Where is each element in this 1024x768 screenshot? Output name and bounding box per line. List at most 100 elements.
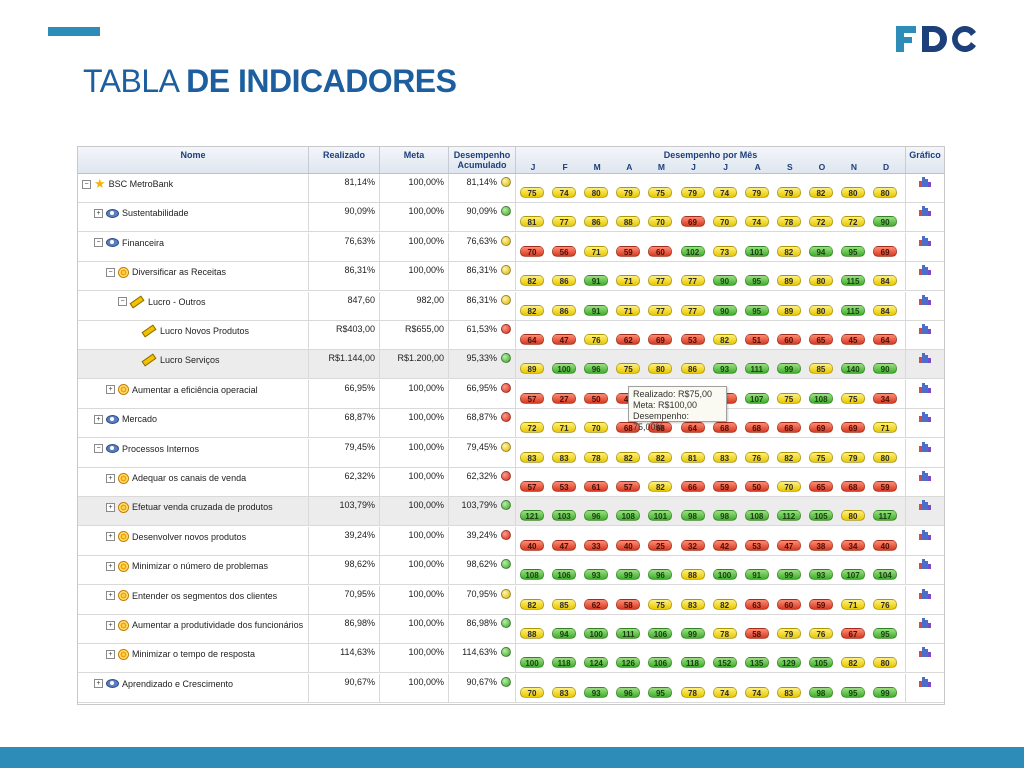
- month-value-pill[interactable]: 79: [841, 451, 865, 463]
- month-value-pill[interactable]: 108: [520, 569, 544, 581]
- month-value-pill[interactable]: 76: [873, 598, 898, 610]
- month-value-pill[interactable]: 69: [841, 422, 865, 434]
- table-row[interactable]: + Mercado 68,87% 100,00% 68,87% 72 71 70 68 68 64 6…: [78, 409, 944, 439]
- month-value-pill[interactable]: 62: [616, 334, 641, 345]
- month-value-pill[interactable]: 98: [680, 510, 705, 522]
- month-value-pill[interactable]: 56: [552, 245, 577, 257]
- table-row[interactable]: − Diversificar as Receitas 86,31% 100,00% 86…: [78, 262, 944, 292]
- month-value-pill[interactable]: 53: [552, 481, 577, 492]
- month-value-pill[interactable]: 115: [841, 275, 865, 287]
- month-value-pill[interactable]: 84: [873, 275, 898, 287]
- month-value-pill[interactable]: 99: [776, 569, 801, 581]
- month-value-pill[interactable]: 80: [808, 275, 833, 287]
- month-value-pill[interactable]: 82: [616, 451, 641, 463]
- month-value-pill[interactable]: 45: [841, 334, 865, 345]
- month-value-pill[interactable]: 69: [680, 216, 705, 228]
- row-name[interactable]: Entender os segmentos dos clientes: [132, 590, 278, 601]
- row-name[interactable]: Aumentar a produtividade dos funcionário…: [132, 620, 304, 630]
- table-row[interactable]: − Lucro - Outros 847,60 982,00 86,31% 82 86 91 7…: [78, 291, 944, 321]
- month-value-pill[interactable]: 89: [776, 304, 801, 316]
- month-value-pill[interactable]: 102: [680, 245, 705, 257]
- bar-chart-icon[interactable]: [919, 382, 931, 393]
- row-name[interactable]: Minimizar o tempo de resposta: [132, 649, 256, 660]
- month-value-pill[interactable]: 95: [648, 686, 673, 698]
- month-value-pill[interactable]: 82: [648, 451, 673, 463]
- month-value-pill[interactable]: 69: [648, 334, 673, 345]
- month-value-pill[interactable]: 93: [584, 686, 609, 698]
- month-value-pill[interactable]: 93: [808, 569, 833, 581]
- bar-chart-icon[interactable]: [919, 294, 931, 305]
- month-value-pill[interactable]: 111: [744, 363, 769, 375]
- bar-chart-icon[interactable]: [919, 500, 931, 511]
- month-value-pill[interactable]: 90: [712, 304, 737, 316]
- month-value-pill[interactable]: 64: [873, 334, 898, 345]
- month-value-pill[interactable]: 68: [776, 422, 801, 434]
- month-value-pill[interactable]: 88: [680, 569, 705, 581]
- month-value-pill[interactable]: 77: [648, 304, 673, 316]
- table-row[interactable]: + Efetuar venda cruzada de produtos 103,79…: [78, 497, 944, 527]
- month-value-pill[interactable]: 96: [584, 510, 609, 522]
- month-value-pill[interactable]: 108: [808, 392, 833, 404]
- month-value-pill[interactable]: 40: [616, 539, 641, 551]
- month-value-pill[interactable]: 86: [552, 304, 577, 316]
- month-value-pill[interactable]: 69: [873, 245, 898, 257]
- month-value-pill[interactable]: 59: [808, 598, 833, 610]
- month-value-pill[interactable]: 89: [776, 275, 801, 287]
- month-value-pill[interactable]: 99: [680, 628, 705, 639]
- month-value-pill[interactable]: 38: [808, 539, 833, 551]
- month-value-pill[interactable]: 63: [744, 598, 769, 610]
- month-value-pill[interactable]: 96: [648, 569, 673, 581]
- month-value-pill[interactable]: 95: [873, 628, 898, 639]
- month-value-pill[interactable]: 72: [520, 422, 544, 434]
- expand-toggle-icon[interactable]: +: [94, 208, 103, 218]
- month-value-pill[interactable]: 78: [680, 686, 705, 698]
- month-value-pill[interactable]: 100: [712, 569, 737, 581]
- month-value-pill[interactable]: 75: [808, 451, 833, 463]
- month-value-pill[interactable]: 79: [616, 187, 641, 198]
- month-value-pill[interactable]: 94: [808, 245, 833, 257]
- expand-toggle-icon[interactable]: +: [106, 502, 115, 512]
- month-value-pill[interactable]: 77: [680, 275, 705, 287]
- month-value-pill[interactable]: 77: [680, 304, 705, 316]
- month-value-pill[interactable]: 85: [552, 598, 577, 610]
- month-value-pill[interactable]: 108: [616, 510, 641, 522]
- month-value-pill[interactable]: 101: [648, 510, 673, 522]
- row-name[interactable]: Diversificar as Receitas: [132, 267, 227, 278]
- month-value-pill[interactable]: 93: [712, 363, 737, 375]
- month-value-pill[interactable]: 34: [841, 539, 865, 551]
- expand-toggle-icon[interactable]: +: [106, 473, 115, 483]
- table-row[interactable]: Lucro Novos Produtos R$403,00 R$655,00 61,5…: [78, 321, 944, 350]
- row-name[interactable]: Aprendizado e Crescimento: [122, 678, 234, 689]
- table-row[interactable]: Lucro Serviços R$1.144,00 R$1.200,00 95,33%…: [78, 350, 944, 380]
- month-value-pill[interactable]: 82: [776, 451, 801, 463]
- month-value-pill[interactable]: 96: [584, 363, 609, 375]
- month-value-pill[interactable]: 107: [744, 392, 769, 404]
- month-value-pill[interactable]: 100: [552, 363, 577, 375]
- expand-toggle-icon[interactable]: −: [94, 238, 103, 248]
- month-value-pill[interactable]: 51: [744, 334, 769, 345]
- row-name[interactable]: Adequar os canais de venda: [132, 473, 247, 483]
- row-name[interactable]: Processos Internos: [122, 443, 200, 454]
- month-value-pill[interactable]: 83: [552, 451, 577, 463]
- month-value-pill[interactable]: 115: [841, 304, 865, 316]
- month-value-pill[interactable]: 85: [808, 363, 833, 375]
- bar-chart-icon[interactable]: [919, 353, 931, 364]
- table-row[interactable]: + Adequar os canais de venda 62,32% 100,00%…: [78, 468, 944, 497]
- col-desempenho-acumulado[interactable]: Desempenho Acumulado: [449, 147, 516, 173]
- month-value-pill[interactable]: 79: [680, 187, 705, 198]
- month-value-pill[interactable]: 27: [552, 392, 577, 404]
- bar-chart-icon[interactable]: [919, 265, 931, 276]
- month-value-pill[interactable]: 71: [616, 304, 641, 316]
- month-value-pill[interactable]: 64: [680, 422, 705, 434]
- table-row[interactable]: − ★ BSC MetroBank 81,14% 100,00% 81,14% 75 74 80…: [78, 174, 944, 203]
- month-value-pill[interactable]: 75: [616, 363, 641, 375]
- month-value-pill[interactable]: 80: [808, 304, 833, 316]
- col-meta[interactable]: Meta: [380, 147, 449, 173]
- month-value-pill[interactable]: 112: [776, 510, 801, 522]
- month-value-pill[interactable]: 47: [552, 334, 577, 345]
- month-value-pill[interactable]: 72: [808, 216, 833, 228]
- month-value-pill[interactable]: 135: [744, 657, 769, 669]
- month-value-pill[interactable]: 140: [841, 363, 865, 375]
- month-value-pill[interactable]: 80: [873, 657, 898, 669]
- month-value-pill[interactable]: 99: [776, 363, 801, 375]
